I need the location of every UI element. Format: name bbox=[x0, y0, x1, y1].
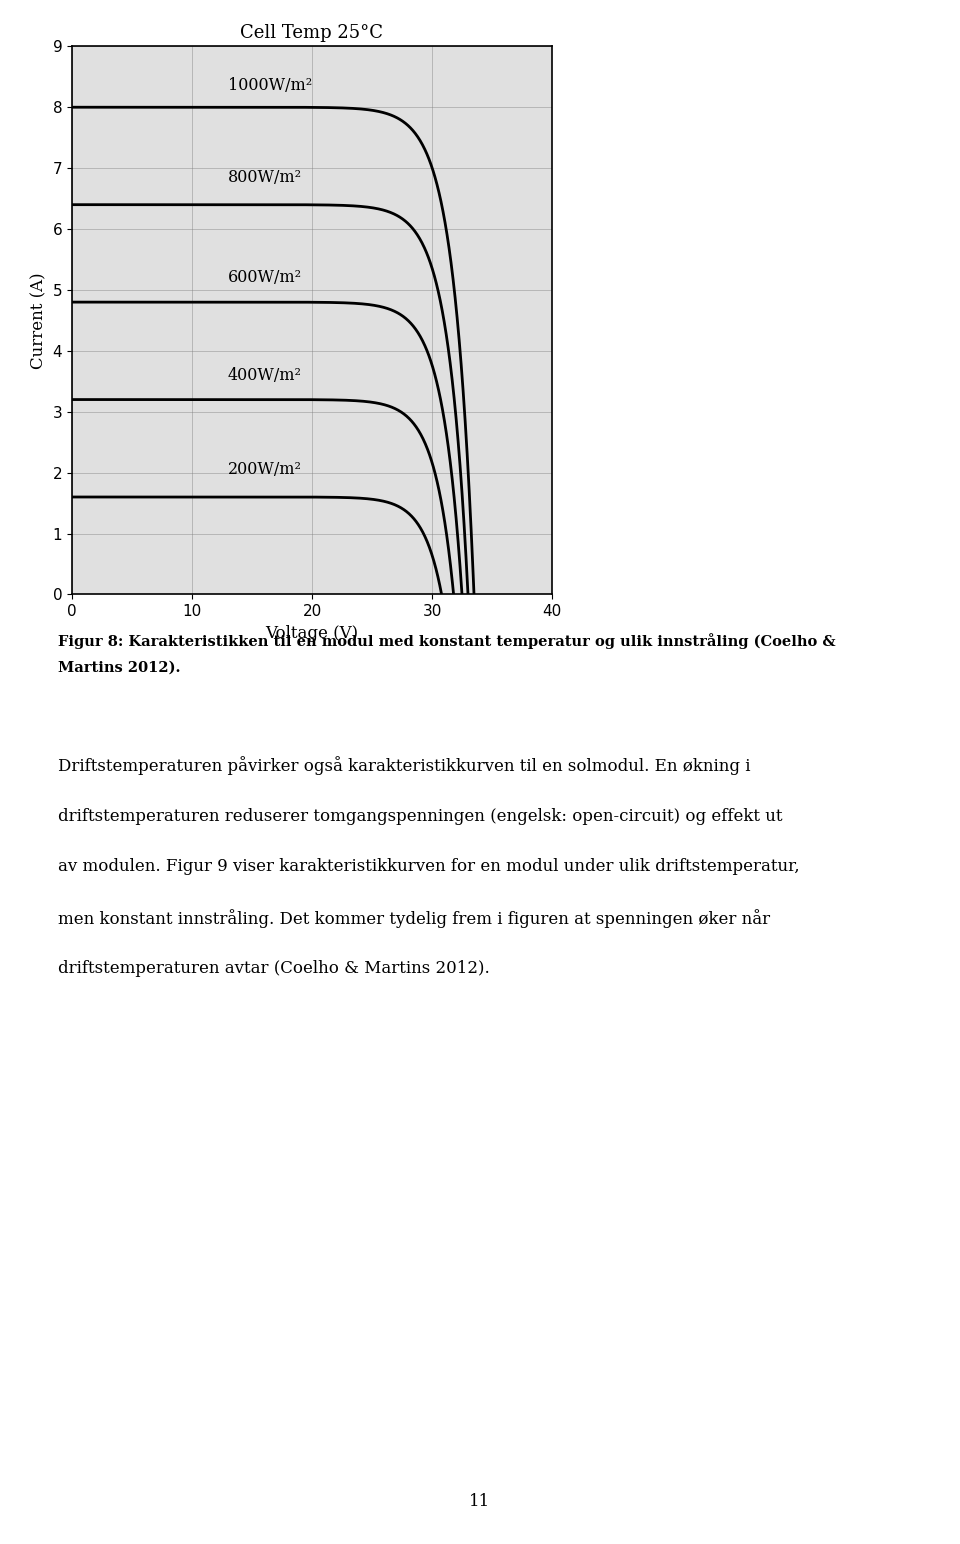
Text: 11: 11 bbox=[469, 1493, 491, 1510]
Text: 200W/m²: 200W/m² bbox=[228, 462, 302, 479]
Text: driftstemperaturen avtar (Coelho & Martins 2012).: driftstemperaturen avtar (Coelho & Marti… bbox=[58, 960, 490, 977]
Text: Driftstemperaturen påvirker også karakteristikkurven til en solmodul. En økning : Driftstemperaturen påvirker også karakte… bbox=[58, 757, 750, 775]
Text: men konstant innstråling. Det kommer tydelig frem i figuren at spenningen øker n: men konstant innstråling. Det kommer tyd… bbox=[58, 909, 770, 928]
Y-axis label: Current (A): Current (A) bbox=[30, 272, 47, 369]
Text: 1000W/m²: 1000W/m² bbox=[228, 77, 312, 94]
Text: Martins 2012).: Martins 2012). bbox=[58, 661, 180, 675]
Text: 800W/m²: 800W/m² bbox=[228, 168, 302, 185]
Title: Cell Temp 25°C: Cell Temp 25°C bbox=[241, 25, 383, 42]
Text: Figur 8: Karakteristikken til en modul med konstant temperatur og ulik innstråli: Figur 8: Karakteristikken til en modul m… bbox=[58, 633, 835, 648]
Text: av modulen. Figur 9 viser karakteristikkurven for en modul under ulik driftstemp: av modulen. Figur 9 viser karakteristikk… bbox=[58, 858, 800, 875]
Text: 400W/m²: 400W/m² bbox=[228, 366, 302, 384]
X-axis label: Voltage (V): Voltage (V) bbox=[265, 625, 359, 642]
Text: driftstemperaturen reduserer tomgangspenningen (engelsk: open-circuit) og effekt: driftstemperaturen reduserer tomgangspen… bbox=[58, 808, 782, 824]
Text: 600W/m²: 600W/m² bbox=[228, 269, 302, 286]
